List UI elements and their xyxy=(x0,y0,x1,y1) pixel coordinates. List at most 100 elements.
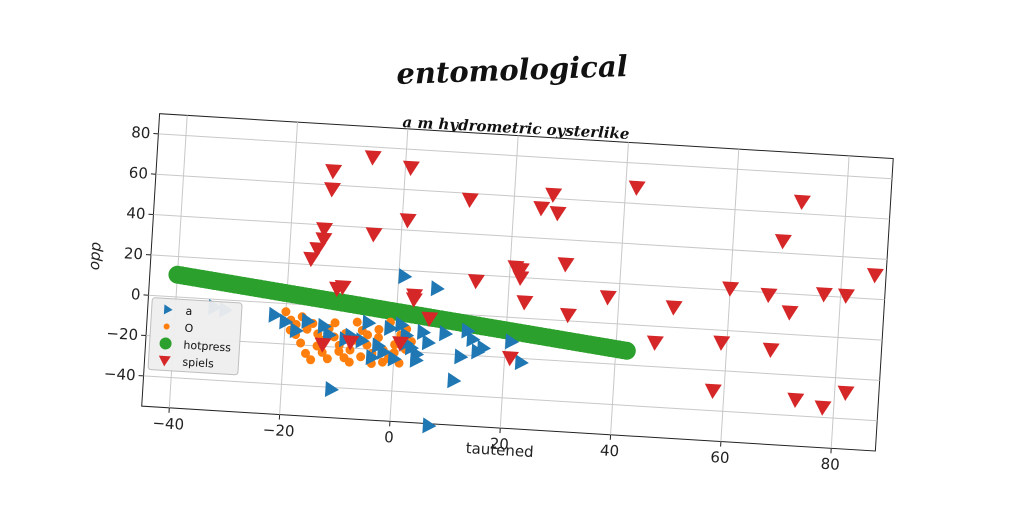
grid-line-x xyxy=(610,142,629,435)
series-spiels xyxy=(303,150,884,416)
spiels-point xyxy=(838,288,855,304)
series-o xyxy=(281,307,416,368)
spiels-point xyxy=(760,287,778,304)
o-point xyxy=(334,346,344,356)
o-point xyxy=(377,357,387,367)
legend-marker-hotpress xyxy=(159,337,172,350)
a-point xyxy=(504,333,520,350)
spiels-point xyxy=(461,192,479,208)
spiels-point xyxy=(815,287,833,303)
spiels-point xyxy=(814,400,832,416)
a-point xyxy=(421,334,436,351)
x-tick-label: −40 xyxy=(152,414,185,434)
a-point xyxy=(289,322,304,339)
spiels-point xyxy=(324,182,342,198)
a-point xyxy=(439,325,454,342)
spiels-point xyxy=(512,270,530,286)
o-point xyxy=(356,352,366,362)
y-axis-label: opp xyxy=(85,241,105,270)
spiels-point xyxy=(781,305,799,321)
spiels-point xyxy=(314,337,332,353)
a-point xyxy=(466,330,481,347)
legend-label: hotpress xyxy=(183,339,231,355)
o-point xyxy=(281,307,291,317)
a-point xyxy=(461,322,476,339)
spiels-point xyxy=(516,295,534,311)
spiels-point xyxy=(533,201,551,217)
spiels-point xyxy=(549,206,567,222)
spiels-point xyxy=(402,160,420,177)
grid-line-x xyxy=(279,122,299,415)
a-point xyxy=(279,313,294,330)
spiels-point xyxy=(837,385,855,401)
chart-title: entomological xyxy=(396,49,628,91)
y-tick-label: 0 xyxy=(130,285,141,304)
legend-box xyxy=(147,297,243,376)
y-tick-label: 80 xyxy=(131,123,151,142)
a-point xyxy=(454,348,469,365)
legend-marker-spiels xyxy=(158,355,171,367)
spiels-point xyxy=(787,392,805,409)
a-point xyxy=(384,319,399,336)
a-point xyxy=(268,306,283,323)
spiels-point xyxy=(866,267,884,284)
hotpress-point xyxy=(617,341,636,360)
x-tick-label: 80 xyxy=(820,455,840,474)
spiels-point xyxy=(646,335,664,351)
legend-label: spiels xyxy=(182,356,214,371)
spiels-point xyxy=(704,383,722,399)
spiels-point xyxy=(421,311,439,327)
y-tick-label: −20 xyxy=(106,324,139,344)
a-point xyxy=(317,317,332,334)
a-point xyxy=(398,268,413,285)
legend-marker-o xyxy=(163,323,170,330)
spiels-point xyxy=(303,251,321,268)
spiels-point xyxy=(557,257,575,273)
o-point xyxy=(352,317,362,327)
grid-line-y xyxy=(153,214,888,260)
x-tick-label: 0 xyxy=(384,428,395,447)
spiels-point xyxy=(325,163,343,180)
a-point xyxy=(422,417,437,434)
spiels-point xyxy=(365,227,383,243)
grid-line-y xyxy=(155,173,890,220)
y-ticks: −40 −20 0 20 40 60 80 xyxy=(103,123,159,384)
x-tick-label: 20 xyxy=(489,434,509,453)
grid-line-y xyxy=(148,294,883,341)
legend-label: a xyxy=(185,305,193,318)
a-point xyxy=(395,316,410,333)
spiels-point xyxy=(342,335,360,351)
o-point xyxy=(330,318,340,328)
x-axis-label: tautened xyxy=(465,439,534,461)
a-point xyxy=(387,350,402,367)
spiels-point xyxy=(559,307,577,324)
a-point xyxy=(301,312,316,329)
grid-line-x xyxy=(499,135,519,429)
spiels-point xyxy=(334,279,352,296)
spiels-point xyxy=(392,336,410,352)
y-tick-label: 20 xyxy=(123,244,143,263)
x-tick-label: −20 xyxy=(262,421,295,441)
series-hotpress xyxy=(168,265,636,360)
grid-line-y xyxy=(158,133,893,180)
o-point xyxy=(363,330,373,340)
spiels-point xyxy=(467,273,485,290)
o-point xyxy=(296,338,306,348)
spiels-point xyxy=(316,222,334,238)
a-point xyxy=(447,372,462,389)
legend-label: O xyxy=(184,322,194,336)
spiels-point xyxy=(774,234,792,250)
legend-marker-a xyxy=(163,304,173,315)
a-point xyxy=(365,349,380,366)
spiels-point xyxy=(501,350,519,367)
a-point xyxy=(324,381,339,398)
o-point xyxy=(374,325,384,335)
a-point xyxy=(409,351,424,368)
spiels-point xyxy=(628,180,646,196)
spiels-point xyxy=(364,150,382,166)
grid-line-x xyxy=(830,155,850,449)
o-point xyxy=(322,354,332,364)
y-tick-label: 40 xyxy=(126,204,146,223)
